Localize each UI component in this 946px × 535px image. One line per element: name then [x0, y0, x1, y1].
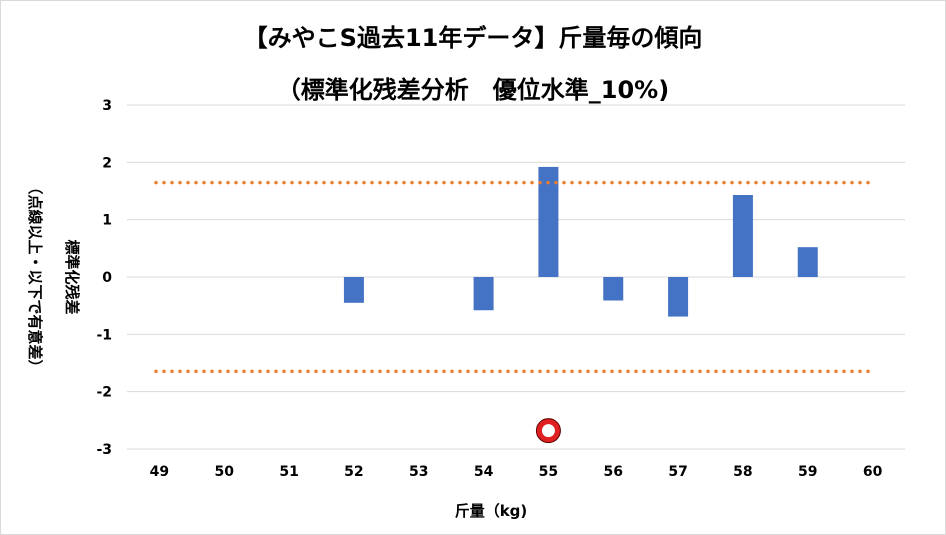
bar	[732, 195, 753, 277]
x-tick-label: 59	[798, 464, 817, 480]
x-tick-label: 51	[279, 464, 298, 480]
gridlines	[127, 104, 905, 450]
x-tick-label: 60	[863, 464, 883, 480]
y-tick-label: -3	[96, 442, 112, 458]
bar	[797, 247, 818, 277]
y-tick-label: 0	[102, 270, 112, 286]
chart-subtitle: （標準化残差分析 優位水準_10%)	[276, 76, 670, 104]
x-tick-label: 57	[668, 464, 687, 480]
bar	[343, 277, 364, 303]
x-tick-label: 53	[409, 464, 428, 480]
x-axis-label: 斤量（kg)	[455, 502, 528, 520]
x-tick-label: 49	[150, 464, 169, 480]
y-tick-label: -1	[96, 327, 112, 343]
x-tick-label: 55	[539, 464, 558, 480]
x-tick-label: 52	[344, 464, 363, 480]
bar	[603, 277, 624, 301]
x-tick-label: 56	[604, 464, 623, 480]
highlight-marker-center	[541, 424, 555, 438]
y-tick-label: 1	[102, 213, 112, 229]
chart-title: 【みやこS過去11年データ】斤量毎の傾向	[243, 24, 703, 52]
x-tick-label: 54	[474, 464, 494, 480]
y-tick-label: 3	[102, 98, 112, 114]
highlight-marker	[535, 418, 561, 444]
bar	[668, 277, 689, 317]
y-axis-label: 標準化残差	[63, 239, 81, 314]
y-axis-note: （点線以上・以下で有意差）	[26, 179, 44, 374]
x-tick-label: 58	[733, 464, 752, 480]
x-tick-labels: 49 50 51 52 53 54 55 56 57 58 59 60	[150, 464, 883, 480]
bar	[538, 166, 559, 277]
threshold-lines	[154, 180, 877, 374]
y-tick-labels: 3 2 1 0 -1 -2 -3	[96, 98, 112, 458]
y-tick-label: 2	[102, 155, 112, 171]
x-tick-label: 50	[215, 464, 235, 480]
y-tick-label: -2	[96, 385, 112, 401]
bar	[473, 277, 494, 311]
bars	[343, 166, 818, 317]
